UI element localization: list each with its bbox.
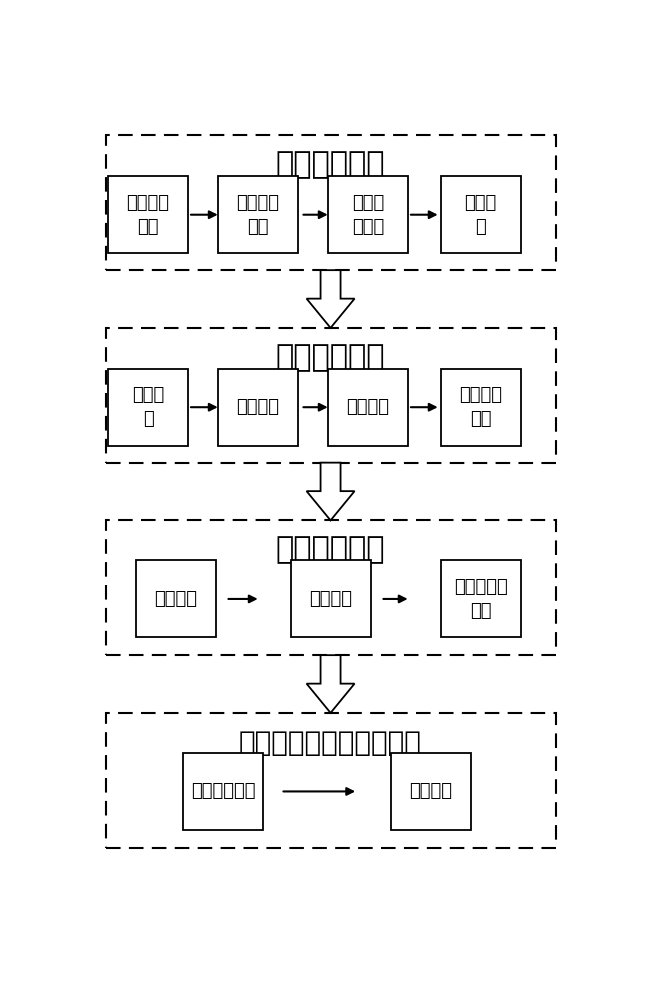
Bar — [441, 369, 521, 446]
Text: 数据处理模块: 数据处理模块 — [276, 343, 385, 372]
Text: 信号采集模块: 信号采集模块 — [276, 151, 385, 180]
Text: 故障诊断模块: 故障诊断模块 — [276, 536, 385, 565]
Bar — [328, 176, 408, 253]
Text: 数据传输
设备: 数据传输 设备 — [237, 194, 279, 236]
Bar — [106, 135, 555, 270]
Bar — [290, 560, 370, 637]
Text: 故障预警: 故障预警 — [409, 782, 452, 800]
Bar — [218, 176, 298, 253]
Text: 振动信
号: 振动信 号 — [464, 194, 497, 236]
Bar — [106, 713, 555, 848]
Text: 故障匹配与
识别: 故障匹配与 识别 — [453, 578, 508, 620]
Text: 损伤程度评估: 损伤程度评估 — [191, 782, 255, 800]
Text: 加速度传
感器: 加速度传 感器 — [126, 194, 170, 236]
Text: 时频转换: 时频转换 — [346, 398, 390, 416]
Bar — [106, 520, 555, 655]
Bar — [135, 560, 215, 637]
Bar — [441, 560, 521, 637]
Bar — [108, 176, 188, 253]
Text: 损伤程度评估及报警模块: 损伤程度评估及报警模块 — [239, 729, 422, 757]
Bar — [218, 369, 298, 446]
Text: 曲线分类: 曲线分类 — [309, 590, 352, 608]
Bar — [183, 753, 263, 830]
Text: 信号降
噪: 信号降 噪 — [132, 386, 164, 428]
Text: 分类准则: 分类准则 — [154, 590, 197, 608]
Bar — [328, 369, 408, 446]
Polygon shape — [306, 463, 355, 520]
Text: 时频曲线
提取: 时频曲线 提取 — [459, 386, 502, 428]
Bar — [441, 176, 521, 253]
Polygon shape — [306, 655, 355, 713]
Text: 数据采
集软件: 数据采 集软件 — [352, 194, 384, 236]
Bar — [108, 369, 188, 446]
Bar — [391, 753, 471, 830]
Bar — [106, 328, 555, 463]
Text: 包络解调: 包络解调 — [237, 398, 279, 416]
Polygon shape — [306, 270, 355, 328]
